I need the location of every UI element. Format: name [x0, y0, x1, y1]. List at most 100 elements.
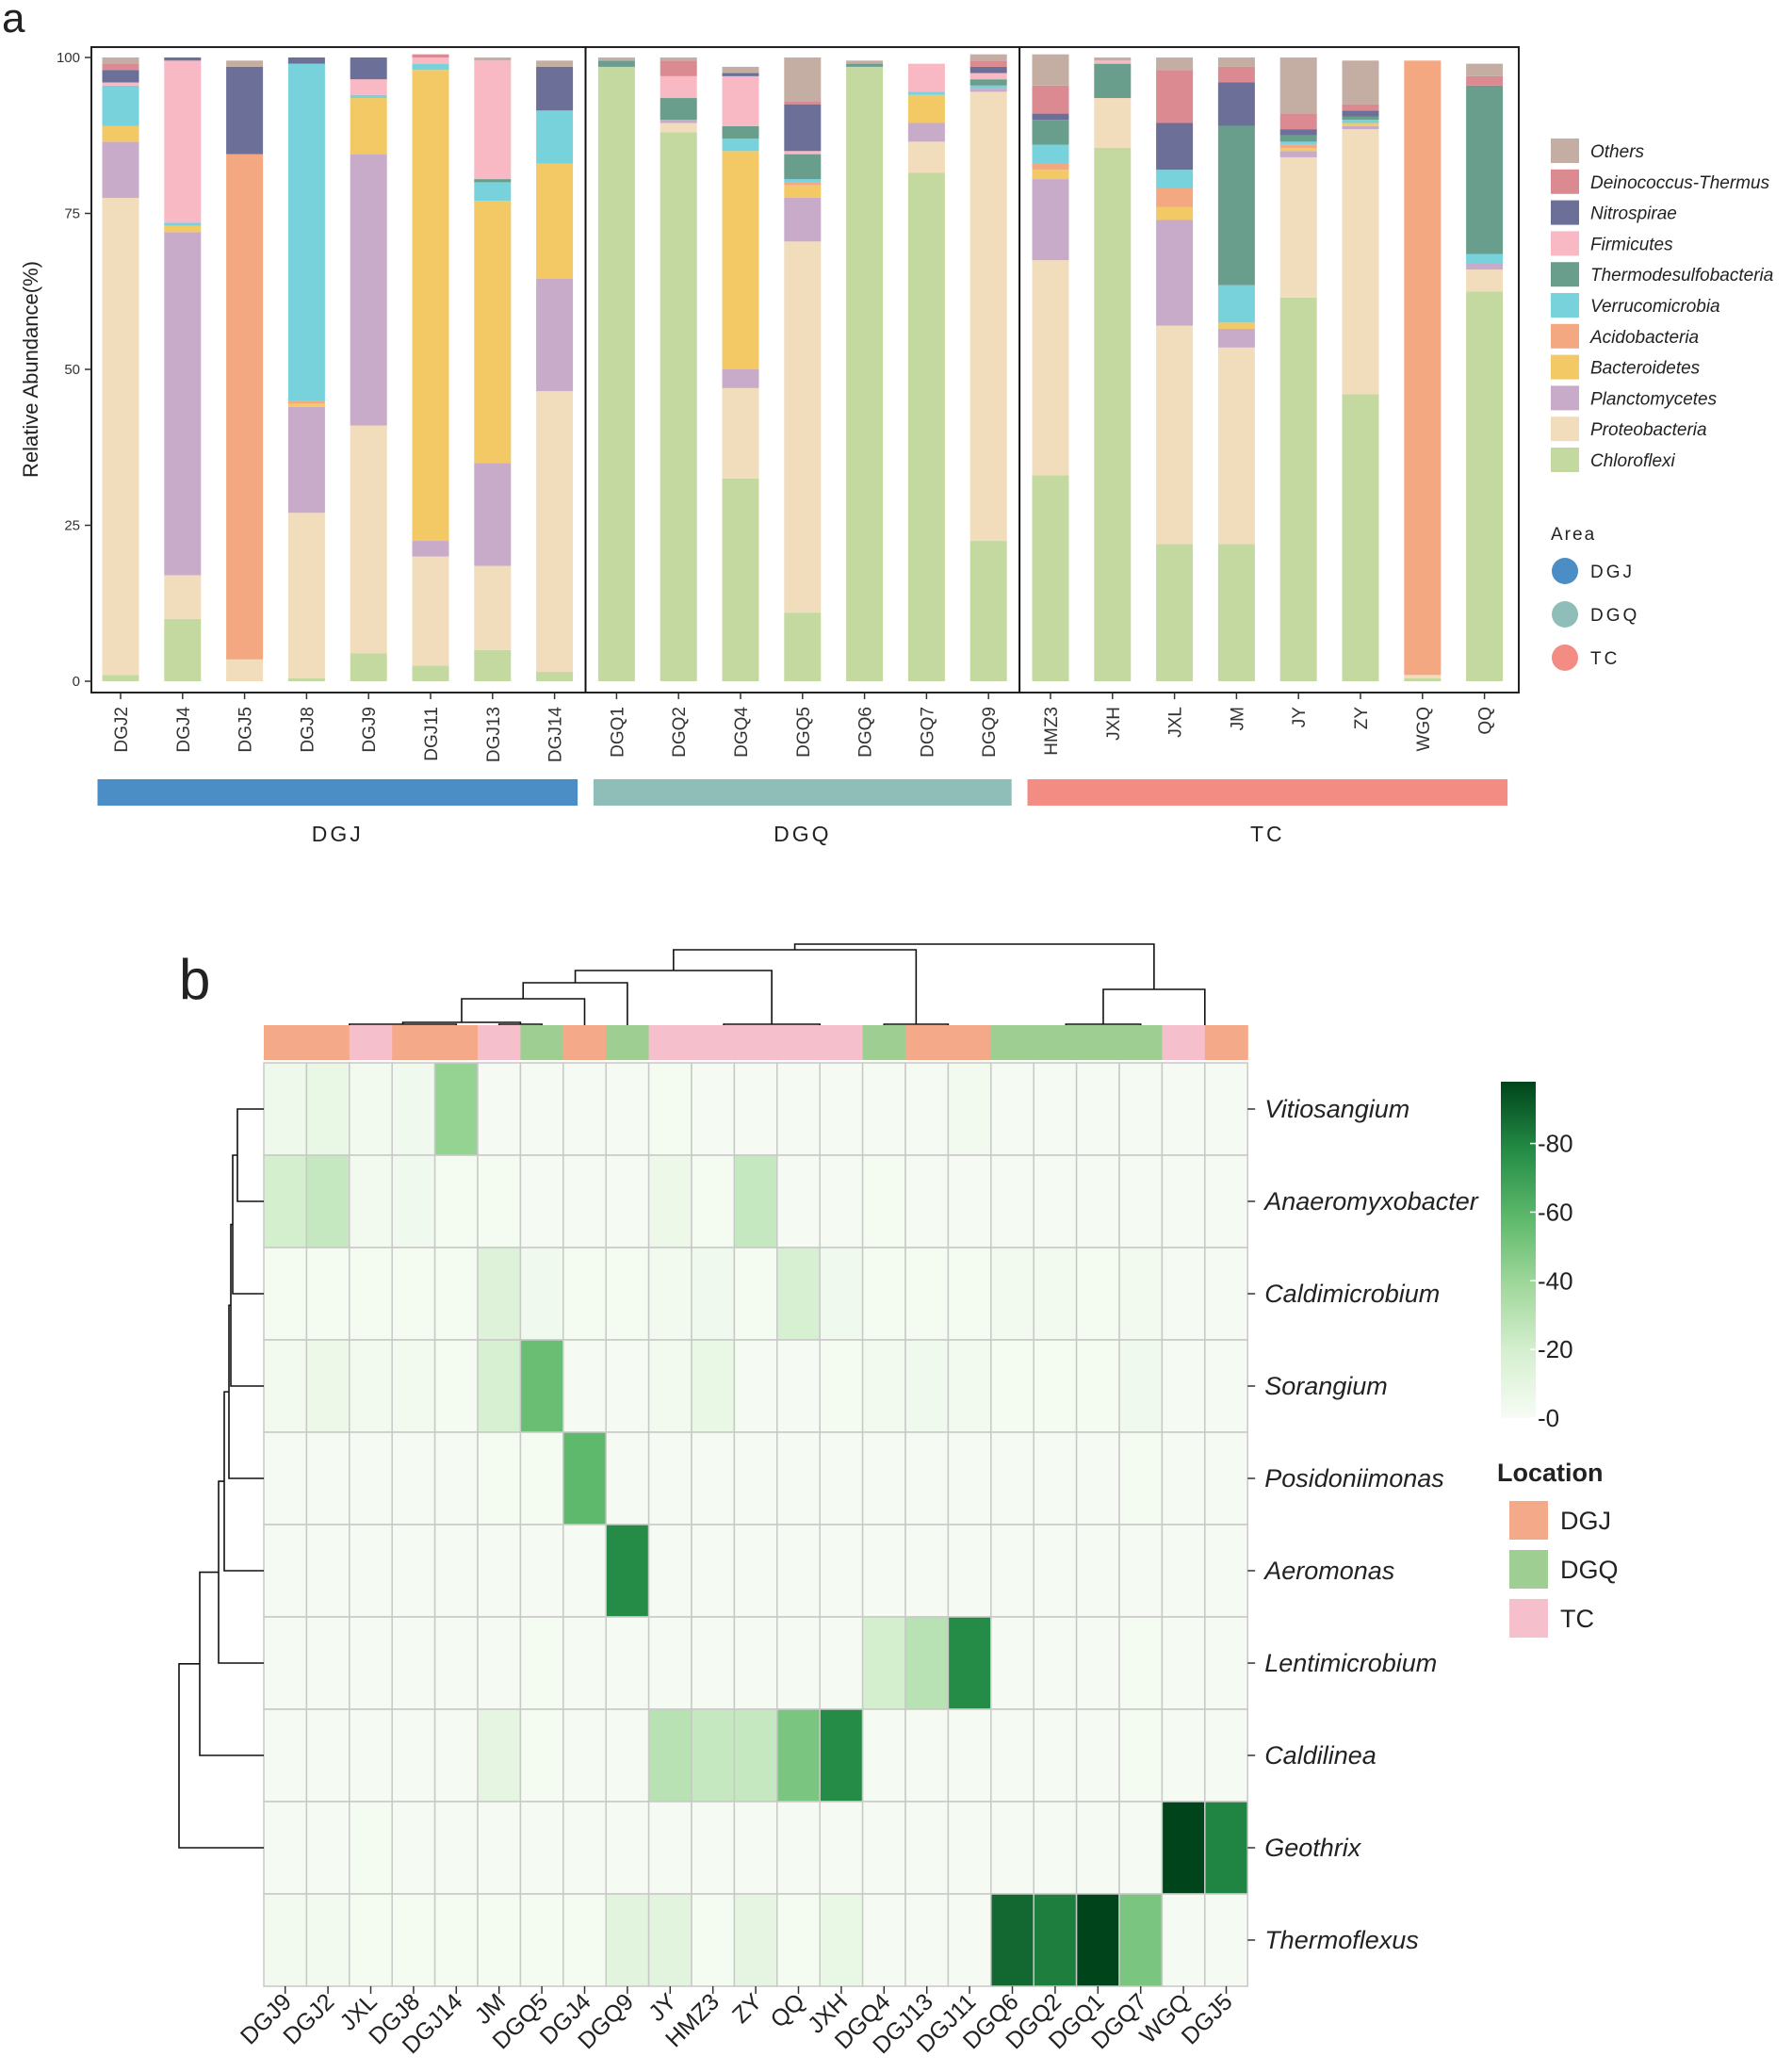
cell-anaeromyxobacter-dgq4 — [861, 1154, 906, 1248]
cell-lentimicrobium-qq — [776, 1616, 821, 1710]
cell-anaeromyxobacter-dgj4 — [562, 1154, 607, 1248]
cell-posidoniimonas-dgj2 — [305, 1431, 350, 1525]
group-bar-tc — [1027, 779, 1508, 806]
legend-swatch-acidobacteria — [1551, 323, 1579, 349]
annotation-dgq5 — [520, 1025, 564, 1060]
cell-thermoflexus-dgq7 — [1118, 1893, 1164, 1987]
cell-aeromonas-dgj11 — [947, 1524, 992, 1618]
bar-segment-jxl-others — [1156, 57, 1194, 71]
cell-caldimicrobium-dgj9 — [263, 1247, 308, 1341]
cell-sorangium-dgj14 — [433, 1339, 479, 1433]
cell-lentimicrobium-dgj8 — [391, 1616, 436, 1710]
bar-segment-dgj2-verrucomicrobia — [102, 85, 139, 126]
cell-vitiosangium-hmz3 — [691, 1062, 736, 1156]
cell-thermoflexus-dgj14 — [433, 1893, 479, 1987]
legend-label-deinococcus-thermus: Deinococcus-Thermus — [1590, 173, 1770, 193]
cell-geothrix-dgq6 — [990, 1801, 1034, 1895]
cell-caldilinea-jxl — [349, 1708, 393, 1803]
cell-thermoflexus-jxh — [819, 1893, 864, 1987]
bar-segment-dgj4-proteobacteria — [164, 575, 202, 619]
cell-anaeromyxobacter-dgj9 — [263, 1154, 308, 1248]
bar-segment-dgj13-firmicutes — [474, 60, 512, 180]
cell-sorangium-dgq2 — [1033, 1339, 1078, 1433]
bar-dgj8 — [287, 57, 325, 681]
bar-segment-dgq2-thermodesulfobacteria — [660, 98, 697, 121]
cell-posidoniimonas-hmz3 — [691, 1431, 736, 1525]
bar-segment-dgq5-thermodesulfobacteria — [784, 154, 822, 180]
x-tick-label-dgj8: DGJ8 — [298, 707, 318, 753]
cell-anaeromyxobacter-dgj5 — [1204, 1154, 1248, 1248]
bar-segment-dgq9-chloroflexi — [969, 541, 1007, 681]
annotation-dgq9 — [606, 1025, 650, 1060]
bar-segment-jm-verrucomicrobia — [1217, 285, 1255, 323]
legend-area-label-dgj: DGJ — [1590, 563, 1635, 582]
bar-qq — [1466, 63, 1504, 681]
cell-thermoflexus-qq — [776, 1893, 821, 1987]
bar-segment-jxh-thermodesulfobacteria — [1094, 63, 1132, 99]
column-dendrogram-branch-19 — [574, 970, 773, 1024]
bar-segment-jxl-nitrospirae — [1156, 122, 1194, 171]
cell-anaeromyxobacter-dgq1 — [1075, 1154, 1120, 1248]
bar-segment-wgq-chloroflexi — [1404, 677, 1442, 681]
legend-label-proteobacteria: Proteobacteria — [1590, 420, 1707, 440]
legend-label-acidobacteria: Acidobacteria — [1589, 328, 1699, 348]
cell-thermoflexus-dgj8 — [391, 1893, 436, 1987]
bar-segment-dgj11-planctomycetes — [412, 541, 449, 557]
bar-segment-dgj4-bacteroidetes — [164, 225, 202, 233]
legend-area-swatch-dgj — [1552, 558, 1578, 584]
bar-segment-dgj8-acidobacteria — [287, 400, 325, 404]
bar-segment-dgj11-firmicutes — [412, 57, 449, 64]
cell-caldimicrobium-dgj4 — [562, 1247, 607, 1341]
bar-segment-dgj9-firmicutes — [350, 79, 387, 95]
legend-swatch-planctomycetes — [1551, 385, 1579, 411]
cell-caldimicrobium-dgj8 — [391, 1247, 436, 1341]
annotation-dgj4 — [562, 1025, 607, 1060]
column-dendrogram-branch-18 — [522, 982, 628, 1025]
row-dendrogram-branch-5 — [223, 1391, 264, 1572]
bar-dgq9 — [969, 54, 1007, 681]
cell-caldilinea-qq — [776, 1708, 821, 1803]
bar-segment-dgj9-planctomycetes — [350, 154, 387, 426]
bar-segment-dgj2-nitrospirae — [102, 70, 139, 83]
cell-sorangium-dgj2 — [305, 1339, 350, 1433]
cell-aeromonas-dgj14 — [433, 1524, 479, 1618]
row-dendrogram-branch-6 — [218, 1480, 264, 1664]
cell-vitiosangium-jy — [647, 1062, 692, 1156]
cell-thermoflexus-jm — [477, 1893, 522, 1987]
cell-aeromonas-jm — [477, 1524, 522, 1618]
annotation-jm — [478, 1025, 521, 1060]
cell-lentimicrobium-wgq — [1161, 1616, 1206, 1710]
bar-segment-dgq7-bacteroidetes — [907, 94, 945, 123]
cell-geothrix-qq — [776, 1801, 821, 1895]
cell-caldilinea-hmz3 — [691, 1708, 736, 1803]
cell-caldilinea-dgq4 — [861, 1708, 906, 1803]
cell-posidoniimonas-jxh — [819, 1431, 864, 1525]
x-tick-label-jxl: JXL — [1166, 707, 1186, 738]
cell-thermoflexus-wgq — [1161, 1893, 1206, 1987]
annotation-dgj14 — [434, 1025, 479, 1060]
bar-dgq2 — [660, 57, 697, 681]
column-dendrogram-branch-22 — [793, 943, 1155, 989]
bar-segment-dgj14-planctomycetes — [536, 279, 574, 392]
bar-segment-dgq7-firmicutes — [907, 63, 945, 92]
y-tick-label-0: 0 — [73, 674, 80, 690]
bar-segment-dgj2-proteobacteria — [102, 197, 139, 676]
x-tick-label-dgq9: DGQ9 — [980, 707, 1000, 758]
legend-label-firmicutes: Firmicutes — [1590, 235, 1673, 254]
cell-vitiosangium-dgq5 — [519, 1062, 564, 1156]
cell-geothrix-jxh — [819, 1801, 864, 1895]
x-tick-label-jm: JM — [1228, 707, 1247, 730]
cell-posidoniimonas-jxl — [349, 1431, 393, 1525]
cell-caldilinea-jm — [477, 1708, 522, 1803]
cell-anaeromyxobacter-jxl — [349, 1154, 393, 1248]
cell-caldilinea-dgj9 — [263, 1708, 308, 1803]
cell-lentimicrobium-dgq9 — [605, 1616, 650, 1710]
cell-caldilinea-zy — [733, 1708, 778, 1803]
legend-swatch-deinococcus-thermus — [1551, 169, 1579, 194]
bar-segment-dgq2-firmicutes — [660, 75, 697, 99]
bar-hmz3 — [1032, 54, 1069, 681]
cell-thermoflexus-dgq5 — [519, 1893, 564, 1987]
legend-area-swatch-tc — [1552, 644, 1578, 671]
cell-aeromonas-dgq4 — [861, 1524, 906, 1618]
